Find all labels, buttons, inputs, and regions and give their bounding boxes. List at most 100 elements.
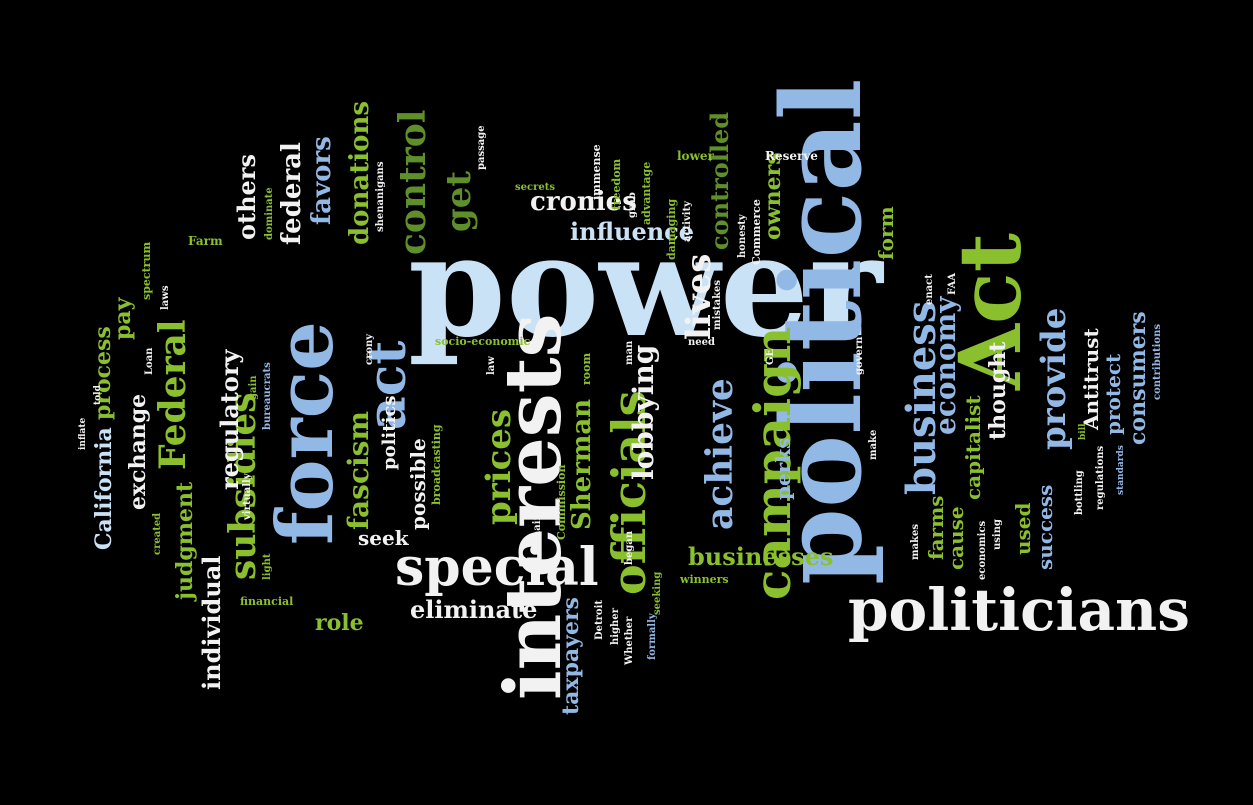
- word-whether: Whether: [624, 616, 635, 666]
- word-politicians: politicians: [848, 576, 1190, 644]
- word-dominate: dominate: [264, 187, 275, 240]
- word-special: special: [395, 537, 599, 598]
- word-bill: bill: [1078, 423, 1088, 440]
- word-cause: cause: [944, 506, 968, 570]
- word-faa: FAA: [947, 273, 958, 295]
- word-makes: makes: [910, 524, 921, 560]
- word-sherman: Sherman: [567, 399, 597, 530]
- word-act: act: [357, 341, 418, 430]
- word-secrets: secrets: [515, 182, 555, 193]
- word-damaging: damaging: [665, 199, 678, 260]
- word-force: force: [260, 321, 351, 545]
- word-owners: owners: [760, 152, 786, 240]
- word-success: success: [1033, 485, 1057, 570]
- word-influence: influence: [570, 217, 694, 246]
- word-fascism: fascism: [342, 411, 375, 530]
- word-shenanigans: shenanigans: [375, 161, 386, 232]
- word-passage: passage: [476, 125, 487, 170]
- word-donations: donations: [345, 101, 375, 245]
- word-prices: prices: [479, 409, 519, 525]
- word-federal: federal: [277, 142, 307, 245]
- word-seeking: seeking: [652, 572, 663, 615]
- word-role: role: [315, 610, 364, 636]
- word-power: power: [408, 205, 885, 369]
- word-virtually: virtually: [242, 472, 253, 521]
- word-standards: standards: [1116, 445, 1126, 495]
- word-commerce: Commerce: [750, 199, 763, 265]
- word-honesty: honesty: [737, 213, 748, 258]
- word-activity: activity: [682, 200, 693, 242]
- word-room: room: [580, 353, 593, 385]
- word-inflate: inflate: [78, 418, 88, 450]
- word-eliminate: eliminate: [410, 595, 537, 624]
- word-make: make: [868, 430, 879, 460]
- word-campaign: campaign: [743, 327, 802, 600]
- word-business: business: [898, 301, 945, 495]
- word-law: law: [486, 356, 497, 375]
- word-protect: protect: [1101, 353, 1125, 435]
- word-antitrust: Antitrust: [1079, 328, 1103, 431]
- word-individual: individual: [197, 556, 226, 690]
- word-regulations: regulations: [1095, 445, 1106, 510]
- word-domain: domain: [532, 512, 543, 555]
- word-lower: lower: [677, 149, 715, 163]
- word-politics: politics: [379, 395, 400, 470]
- word-consumers: consumers: [1125, 311, 1151, 445]
- word-mistakes: mistakes: [712, 280, 723, 330]
- word-man: man: [624, 340, 635, 365]
- word-form: form: [874, 206, 898, 260]
- word-cronies: cronies: [530, 187, 637, 217]
- word-achieve: achieve: [699, 378, 741, 530]
- word-thought: thought: [985, 341, 1011, 440]
- word-lives: lives: [679, 254, 719, 340]
- word-bottling: bottling: [1074, 470, 1085, 515]
- word-ge: GE: [765, 348, 776, 365]
- word-grab: grab: [627, 192, 638, 218]
- word-economy: economy: [929, 296, 962, 435]
- word-lobbying: lobbying: [627, 345, 660, 480]
- word-light: light: [262, 553, 273, 580]
- word-businesses: businesses: [688, 542, 833, 571]
- word-economics: economics: [977, 520, 988, 580]
- word-exchange: exchange: [125, 394, 151, 510]
- word-told: told: [93, 384, 103, 405]
- word-financial: financial: [240, 595, 293, 608]
- word-contributions: contributions: [1152, 324, 1163, 400]
- word-farm: Farm: [188, 234, 223, 248]
- word-others: others: [232, 154, 261, 240]
- word-farms: farms: [924, 495, 948, 560]
- word-immense: immense: [590, 144, 603, 200]
- word-get: get: [439, 171, 479, 232]
- word-detroit: Detroit: [594, 600, 605, 640]
- word-formally: formally: [647, 612, 658, 660]
- word-federal: Federal: [152, 319, 194, 470]
- word-regulatory: regulatory: [215, 348, 244, 490]
- word-created: created: [152, 513, 163, 555]
- word-loan: Loan: [144, 347, 155, 375]
- word-favors: favors: [307, 136, 337, 225]
- word-gain: gain: [248, 375, 259, 400]
- word-taxpayers: taxpayers: [558, 597, 584, 715]
- word-control: control: [392, 110, 434, 255]
- word-controlled: controlled: [705, 112, 734, 250]
- word-using: using: [992, 519, 1003, 550]
- word-capitalist: capitalist: [961, 395, 985, 500]
- word-commission: Commission: [555, 465, 568, 540]
- word-seek: seek: [358, 526, 410, 550]
- word-pay: pay: [110, 296, 136, 340]
- word-freedom: freedom: [610, 158, 623, 210]
- word-advantage: advantage: [640, 162, 653, 225]
- word-judgment: judgment: [172, 481, 198, 602]
- word-used: used: [1011, 502, 1035, 555]
- word-act: Act: [941, 233, 1041, 391]
- word-broadcasting: broadcasting: [430, 424, 443, 505]
- word-crony: crony: [364, 333, 375, 365]
- word-began: began: [624, 530, 635, 565]
- word-possible: possible: [406, 438, 430, 530]
- word-winners: winners: [679, 573, 729, 586]
- word-laws: laws: [160, 285, 171, 310]
- word-officials: officials: [602, 390, 656, 595]
- word-interests: interests: [488, 313, 579, 700]
